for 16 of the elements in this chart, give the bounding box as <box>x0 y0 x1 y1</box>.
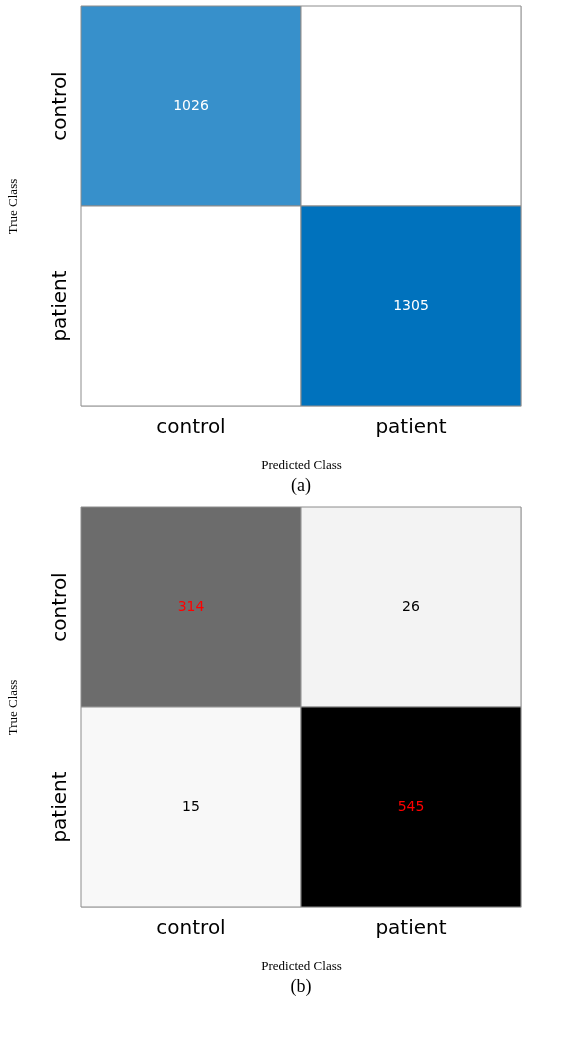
data-label: 26 <box>402 598 420 614</box>
data-label: 1026 <box>173 97 209 113</box>
y-axis-title: True Class <box>4 679 20 736</box>
y-tick-label: control <box>46 572 71 642</box>
text: (a) <box>291 475 311 496</box>
data-label: 15 <box>182 798 200 814</box>
x-axis-title: Predicted Class <box>261 456 342 472</box>
y-axis-title: True Class <box>4 178 20 235</box>
data-label: 314 <box>177 598 205 614</box>
data-label: 545 <box>397 798 425 814</box>
text: (b) <box>290 976 312 997</box>
x-axis-title: Predicted Class <box>261 957 342 973</box>
data-label: 1305 <box>393 297 429 313</box>
y-tick-label: patient <box>46 771 71 843</box>
y-tick-label: control <box>46 71 71 141</box>
y-tick-label: patient <box>46 270 71 342</box>
